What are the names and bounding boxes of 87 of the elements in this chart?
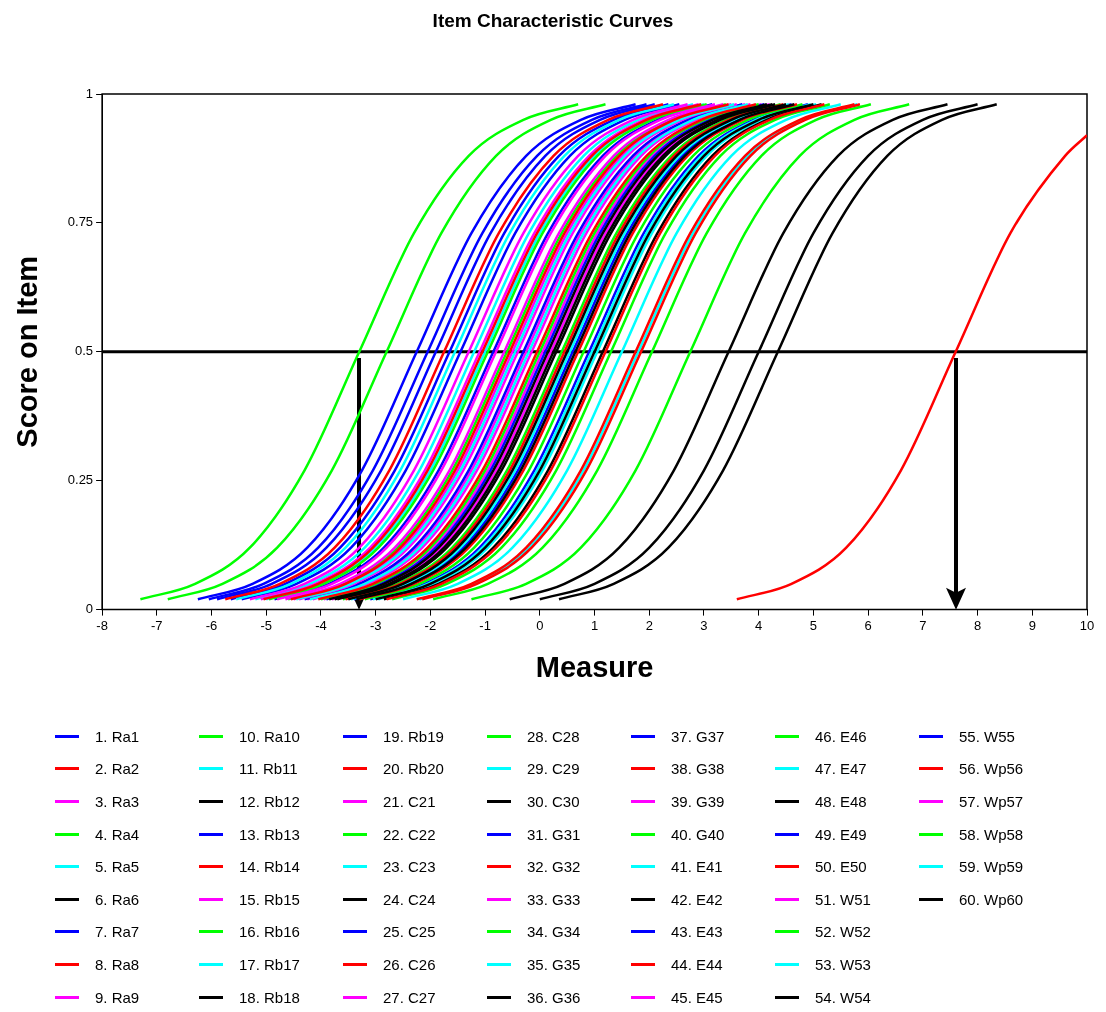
legend-label: 42. E42 xyxy=(671,890,723,908)
legend-label: 32. G32 xyxy=(527,858,581,876)
legend-label: 4. Ra4 xyxy=(95,825,140,843)
legend-label: 52. W52 xyxy=(815,923,871,941)
legend-label: 15. Rb15 xyxy=(239,890,300,908)
x-tick-label: 5 xyxy=(809,617,818,633)
legend-label: 53. W53 xyxy=(815,955,871,973)
x-tick-label: 8 xyxy=(973,617,982,633)
legend-label: 5. Ra5 xyxy=(95,858,140,876)
legend-label: 26. C26 xyxy=(383,955,436,973)
x-tick-label: -1 xyxy=(479,617,491,633)
legend-label: 24. C24 xyxy=(383,890,436,908)
legend-label: 43. E43 xyxy=(671,923,723,941)
x-axis-title: Measure xyxy=(535,650,654,683)
x-tick-label: -2 xyxy=(424,617,437,633)
legend-label: 47. E47 xyxy=(815,760,867,778)
x-tick-label: 0 xyxy=(536,617,544,633)
legend-label: 56. Wp56 xyxy=(959,760,1024,778)
legend-label: 60. Wp60 xyxy=(959,890,1024,908)
legend-label: 21. C21 xyxy=(383,792,436,810)
legend-label: 7. Ra7 xyxy=(95,923,140,941)
x-tick-label: 4 xyxy=(755,617,763,633)
legend-label: 11. Rb11 xyxy=(239,760,298,778)
legend-label: 2. Ra2 xyxy=(95,760,140,778)
y-tick-label: 1 xyxy=(85,85,94,101)
legend-label: 25. C25 xyxy=(383,923,436,941)
y-tick-label: 0.25 xyxy=(67,472,94,488)
legend-label: 59. Wp59 xyxy=(959,858,1024,876)
legend-label: 38. G38 xyxy=(671,760,725,778)
x-tick-label: -8 xyxy=(96,617,108,633)
x-tick-label: -6 xyxy=(205,617,218,633)
legend-label: 55. W55 xyxy=(959,727,1015,745)
legend-label: 16. Rb16 xyxy=(239,923,300,941)
legend-label: 1. Ra1 xyxy=(95,727,140,745)
x-tick-label: -4 xyxy=(315,617,327,633)
legend-label: 9. Ra9 xyxy=(95,988,140,1006)
chart-title: Item Characteristic Curves xyxy=(431,10,675,32)
legend-label: 27. C27 xyxy=(383,988,436,1006)
legend-label: 6. Ra6 xyxy=(95,890,140,908)
x-tick-label: 9 xyxy=(1028,617,1036,633)
x-tick-label: 1 xyxy=(590,617,599,633)
legend-label: 8. Ra8 xyxy=(95,955,140,973)
legend-label: 57. Wp57 xyxy=(959,792,1024,810)
legend-label: 30. C30 xyxy=(527,792,580,810)
legend-label: 58. Wp58 xyxy=(959,825,1024,843)
legend-label: 35. G35 xyxy=(527,955,581,973)
legend-label: 41. E41 xyxy=(671,858,723,876)
legend-label: 31. G31 xyxy=(527,825,581,843)
legend-label: 45. E45 xyxy=(671,988,723,1006)
legend-label: 10. Ra10 xyxy=(239,727,300,745)
x-tick-label: 10 xyxy=(1079,617,1095,633)
legend-label: 13. Rb13 xyxy=(239,825,300,843)
legend-label: 39. G39 xyxy=(671,792,725,810)
legend-label: 17. Rb17 xyxy=(239,955,300,973)
x-tick-label: 6 xyxy=(864,617,872,633)
legend-label: 12. Rb12 xyxy=(239,792,300,810)
legend-label: 29. C29 xyxy=(527,760,580,778)
legend-label: 44. E44 xyxy=(671,955,723,973)
x-tick-label: 2 xyxy=(645,617,653,633)
legend-label: 23. C23 xyxy=(383,858,436,876)
legend-label: 40. G40 xyxy=(671,825,725,843)
legend-label: 33. G33 xyxy=(527,890,581,908)
y-tick-label: 0.5 xyxy=(75,343,94,359)
legend-label: 28. C28 xyxy=(527,727,580,745)
legend-label: 22. C22 xyxy=(383,825,436,843)
x-tick-label: 3 xyxy=(700,617,708,633)
legend-label: 54. W54 xyxy=(815,988,871,1006)
legend-label: 19. Rb19 xyxy=(383,727,444,745)
legend-label: 49. E49 xyxy=(815,825,867,843)
legend-label: 3. Ra3 xyxy=(95,792,140,810)
y-tick-label: 0 xyxy=(85,601,94,617)
legend-label: 14. Rb14 xyxy=(239,858,300,876)
legend-label: 51. W51 xyxy=(815,890,871,908)
legend-label: 37. G37 xyxy=(671,727,725,745)
legend-label: 50. E50 xyxy=(815,858,867,876)
legend-label: 48. E48 xyxy=(815,792,867,810)
x-tick-label: 7 xyxy=(919,617,927,633)
legend-label: 36. G36 xyxy=(527,988,581,1006)
legend-label: 20. Rb20 xyxy=(383,760,444,778)
x-tick-label: -5 xyxy=(260,617,273,633)
x-tick-label: -3 xyxy=(369,617,382,633)
legend-label: 34. G34 xyxy=(527,923,581,941)
x-tick-label: -7 xyxy=(151,617,163,633)
legend-label: 18. Rb18 xyxy=(239,988,300,1006)
y-axis-title: Score on Item xyxy=(11,255,44,448)
y-tick-label: 0.75 xyxy=(67,214,94,230)
legend-label: 46. E46 xyxy=(815,727,867,745)
